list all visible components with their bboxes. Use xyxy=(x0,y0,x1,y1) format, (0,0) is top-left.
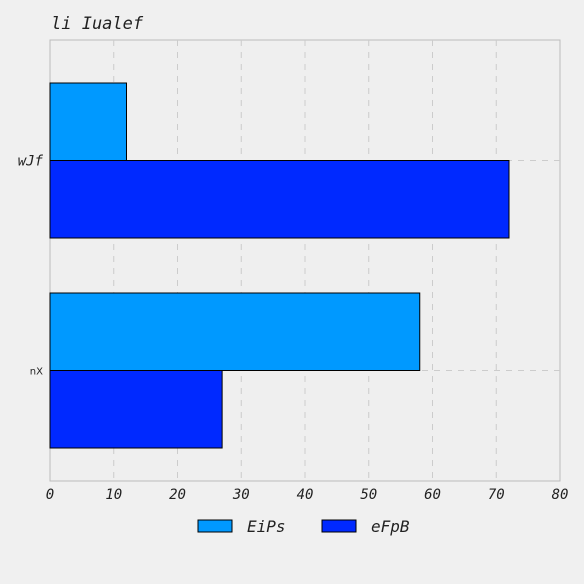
x-tick-label-0: 0 xyxy=(46,487,54,503)
x-tick-label-30: 30 xyxy=(232,487,250,503)
bars-group xyxy=(49,82,510,449)
legend-swatch-EiPs xyxy=(197,519,233,533)
x-tick-label-80: 80 xyxy=(552,487,569,503)
y-axis-categories: wJf nX xyxy=(18,154,44,378)
x-tick-label-10: 10 xyxy=(105,487,122,503)
legend-swatch-eFpB xyxy=(321,519,357,533)
y-category-label-nX: nX xyxy=(30,367,43,378)
chart-title: li Iualef xyxy=(51,14,144,34)
x-tick-label-60: 60 xyxy=(424,487,441,503)
x-tick-label-70: 70 xyxy=(488,487,505,503)
bar-eFpB-wJf xyxy=(49,160,510,239)
legend-label-eFpB: eFpB xyxy=(371,517,410,536)
x-axis-ticks: 0 10 20 30 40 50 60 70 80 xyxy=(46,487,569,503)
x-tick-label-50: 50 xyxy=(360,487,377,503)
bar-EiPs-nX xyxy=(49,292,421,371)
bar-EiPs-wJf xyxy=(49,82,127,161)
y-category-label-wJf: wJf xyxy=(18,154,44,170)
legend-label-EiPs: EiPs xyxy=(247,517,286,536)
x-tick-label-40: 40 xyxy=(297,487,314,503)
bar-eFpB-nX xyxy=(49,370,223,449)
legend: EiPs eFpB xyxy=(197,517,410,536)
x-tick-label-20: 20 xyxy=(169,487,186,503)
